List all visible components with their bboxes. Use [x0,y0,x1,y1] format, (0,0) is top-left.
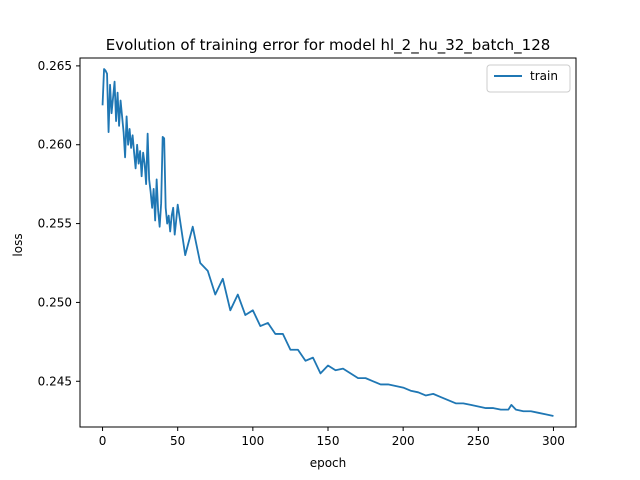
y-tick-label: 0.250 [38,295,72,309]
x-tick-label: 150 [317,434,340,448]
y-tick-label: 0.260 [38,138,72,152]
series-line-train [101,68,554,417]
plot-frame [79,57,577,428]
x-tick-label: 100 [241,434,264,448]
x-tick-label: 0 [99,434,107,448]
x-axis-label: epoch [310,456,347,470]
y-axis-ticks: 0.245 0.250 0.255 0.260 0.265 [38,59,80,388]
x-tick-label: 300 [542,434,565,448]
x-axis-ticks: 0 50 100 150 200 250 300 [99,427,565,448]
x-tick-label: 250 [467,434,490,448]
chart-title: Evolution of training error for model hl… [106,36,551,55]
y-axis-label: loss [11,233,25,256]
legend: train [486,64,571,93]
x-tick-label: 50 [170,434,185,448]
legend-label-train: train [530,69,558,83]
x-tick-label: 200 [392,434,415,448]
series-group [101,68,554,417]
legend-box [486,64,571,93]
y-tick-label: 0.265 [38,59,72,73]
y-tick-label: 0.245 [38,374,72,388]
y-tick-label: 0.255 [38,217,72,231]
